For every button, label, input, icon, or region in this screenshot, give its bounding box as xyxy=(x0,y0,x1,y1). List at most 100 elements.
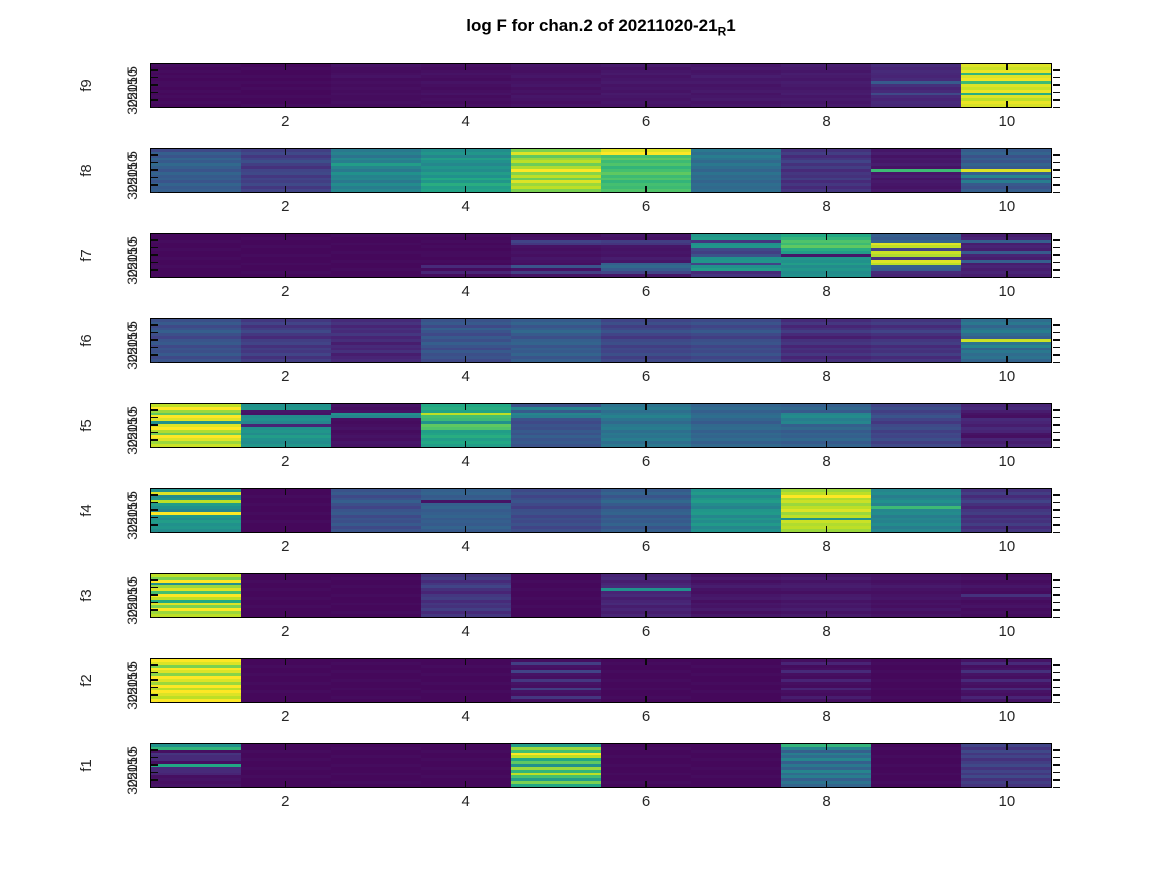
heatmap-cell xyxy=(961,608,1051,612)
heatmap-cell xyxy=(781,758,871,762)
x-tick-mark xyxy=(284,186,287,192)
heatmap-cell xyxy=(871,262,961,266)
heatmap-cell xyxy=(601,506,691,510)
heatmap-cell xyxy=(691,582,781,586)
heatmap-cell xyxy=(871,186,961,190)
y-tick-mark xyxy=(1053,771,1060,773)
heatmap-cell xyxy=(961,242,1051,246)
heatmap-cell xyxy=(241,579,331,583)
y-tick-mark xyxy=(151,501,158,503)
y-tick-mark xyxy=(1053,749,1060,751)
heatmap-column xyxy=(331,149,421,192)
heatmap-cell xyxy=(691,180,781,184)
x-tick-mark xyxy=(825,101,828,107)
heatmap-cell xyxy=(331,189,421,192)
x-tick-label: 6 xyxy=(641,283,651,300)
heatmap-cell xyxy=(961,319,1051,322)
heatmap-cell xyxy=(601,254,691,257)
heatmap-cell xyxy=(871,602,961,606)
x-tick-label: 4 xyxy=(461,283,470,300)
heatmap-cell xyxy=(781,602,871,606)
heatmap-cell xyxy=(151,687,241,691)
heatmap-cell xyxy=(601,761,691,765)
heatmap-cell xyxy=(871,160,961,164)
heatmap-cell xyxy=(781,92,871,96)
heatmap-cell xyxy=(691,189,781,192)
heatmap-cell xyxy=(421,330,511,334)
heatmap-cell xyxy=(151,749,241,753)
heatmap-cell xyxy=(871,259,961,263)
heatmap-cell xyxy=(601,520,691,524)
y-tick-mark xyxy=(151,756,158,758)
heatmap-cell xyxy=(691,778,781,782)
heatmap-cell xyxy=(331,594,421,597)
heatmap-cell xyxy=(601,679,691,682)
heatmap-cell xyxy=(331,177,421,181)
heatmap-cell xyxy=(781,412,871,416)
heatmap-cell xyxy=(331,438,421,442)
y-tick-mark xyxy=(1053,586,1060,588)
heatmap-cell xyxy=(511,673,601,677)
heatmap-cell xyxy=(781,579,871,583)
heatmap-column xyxy=(871,319,961,362)
heatmap-cell xyxy=(511,758,601,762)
x-tick-label: 2 xyxy=(281,113,290,130)
y-tick-mark xyxy=(151,91,158,93)
heatmap-cell xyxy=(421,259,511,263)
x-tick-label: 10 xyxy=(998,198,1016,215)
heatmap-cell xyxy=(151,696,241,700)
heatmap-cell xyxy=(871,611,961,615)
heatmap-cell xyxy=(781,517,871,521)
heatmap-cell xyxy=(961,339,1051,342)
x-tick-label: 8 xyxy=(822,453,831,470)
heatmap-cell xyxy=(241,764,331,767)
heatmap-cell xyxy=(511,494,601,498)
heatmap-cell xyxy=(961,236,1051,240)
heatmap-cell xyxy=(871,605,961,609)
heatmap-cell xyxy=(151,245,241,249)
heatmap-cell xyxy=(961,599,1051,603)
heatmap-cell xyxy=(151,441,241,445)
heatmap-cell xyxy=(421,582,511,586)
heatmap-cell xyxy=(871,432,961,436)
heatmap-cell xyxy=(871,69,961,73)
y-tick-mark xyxy=(151,494,158,496)
heatmap-cell xyxy=(961,591,1051,595)
heatmap-cell xyxy=(241,676,331,680)
heatmap-cell xyxy=(691,248,781,252)
heatmap-cell xyxy=(511,441,601,445)
heatmap-cell xyxy=(601,265,691,269)
heatmap-cell xyxy=(961,245,1051,249)
heatmap-cell xyxy=(421,438,511,442)
x-tick-mark xyxy=(284,441,287,447)
y-tick-mark xyxy=(151,324,158,326)
y-tick-mark xyxy=(1053,594,1060,596)
heatmap-cell xyxy=(601,667,691,671)
heatmap-cell xyxy=(961,775,1051,779)
heatmap-cell xyxy=(781,327,871,331)
heatmap-cell xyxy=(871,659,961,662)
heatmap-cell xyxy=(601,579,691,583)
heatmap-cell xyxy=(601,500,691,504)
heatmap-column xyxy=(151,744,241,787)
x-tick-mark xyxy=(284,696,287,702)
heatmap-cell xyxy=(871,690,961,694)
chart-title-subscript: R xyxy=(717,24,727,39)
heatmap-cell xyxy=(241,353,331,357)
heatmap-cell xyxy=(601,497,691,501)
x-tick-label: 6 xyxy=(641,198,651,215)
heatmap-cell xyxy=(511,591,601,595)
heatmap-cell xyxy=(961,163,1051,167)
heatmap-cell xyxy=(151,84,241,87)
heatmap-cell xyxy=(691,749,781,753)
heatmap-cell xyxy=(331,262,421,266)
heatmap-cell xyxy=(331,441,421,445)
heatmap-cell xyxy=(961,327,1051,331)
heatmap-cell xyxy=(601,608,691,612)
heatmap-cell xyxy=(511,755,601,759)
heatmap-cell xyxy=(331,259,421,263)
heatmap-cell xyxy=(421,500,511,504)
heatmap-cell xyxy=(781,772,871,776)
heatmap-cell xyxy=(421,89,511,93)
x-tick-label: 8 xyxy=(822,793,831,810)
